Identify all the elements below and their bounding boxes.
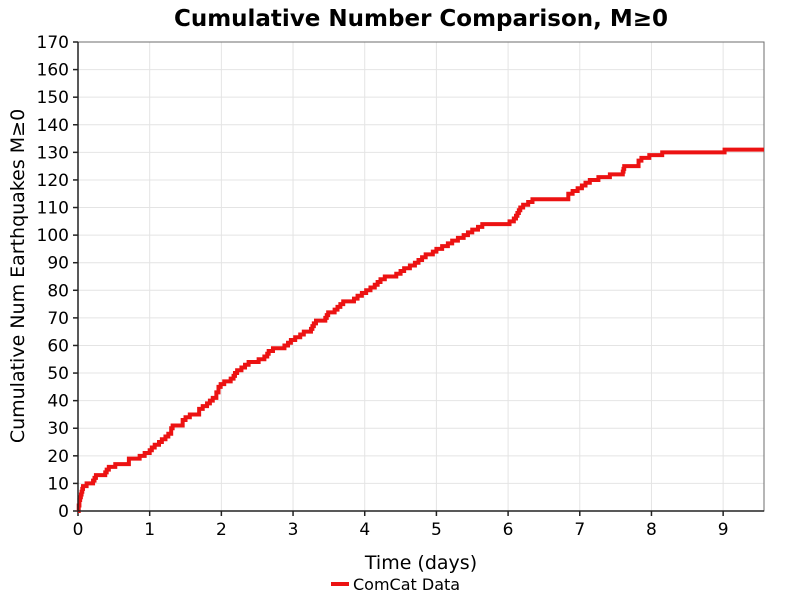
y-tick-label: 120 [37, 171, 69, 191]
axis-spines [77, 42, 764, 512]
axis-ticks [73, 41, 724, 516]
y-tick-label: 170 [37, 33, 69, 53]
y-tick-label: 50 [47, 364, 69, 384]
y-tick-label: 70 [47, 309, 69, 329]
y-tick-label: 80 [47, 281, 69, 301]
y-axis-label: Cumulative Num Earthquakes M≥0 [7, 109, 29, 443]
x-tick-label: 2 [216, 520, 227, 540]
y-tick-label: 160 [37, 61, 69, 81]
y-tick-label: 40 [47, 392, 69, 412]
y-tick-label: 10 [47, 474, 69, 494]
x-tick-label: 9 [718, 520, 729, 540]
x-tick-label: 3 [288, 520, 299, 540]
y-tick-label: 110 [37, 199, 69, 219]
x-tick-label: 0 [73, 520, 84, 540]
chart-title: Cumulative Number Comparison, M≥0 [174, 6, 668, 32]
y-tick-label: 60 [47, 336, 69, 356]
y-tick-label: 140 [37, 116, 69, 136]
comcat-series-line [76, 147, 764, 513]
x-tick-label: 7 [574, 520, 585, 540]
y-tick-label: 0 [58, 502, 69, 522]
y-tick-label: 30 [47, 419, 69, 439]
legend: ComCat Data [331, 575, 460, 594]
y-tick-label: 90 [47, 254, 69, 274]
x-tick-label: 6 [503, 520, 514, 540]
plot-frame [77, 41, 765, 512]
y-tick-label: 150 [37, 88, 69, 108]
x-tick-label: 4 [359, 520, 370, 540]
x-tick-label: 8 [646, 520, 657, 540]
y-tick-label: 20 [47, 447, 69, 467]
gridlines [77, 41, 764, 512]
axis-tick-labels: 0 1 2 3 4 5 6 7 8 9010203040506070809010011012013… [37, 33, 729, 540]
y-tick-label: 130 [37, 143, 69, 163]
x-axis-label: Time (days) [364, 552, 477, 574]
x-tick-label: 1 [144, 520, 155, 540]
x-tick-label: 5 [431, 520, 442, 540]
legend-entry-label: ComCat Data [353, 575, 460, 594]
y-tick-label: 100 [37, 226, 69, 246]
